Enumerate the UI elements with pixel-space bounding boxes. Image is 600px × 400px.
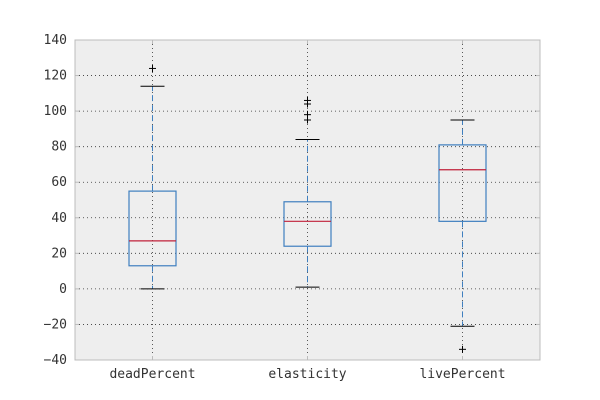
iqr-box xyxy=(438,144,487,222)
y-tick-label: −20 xyxy=(44,317,67,332)
box-deadPercent xyxy=(128,64,177,290)
x-tick-label: elasticity xyxy=(268,367,346,382)
y-tick-label: 0 xyxy=(59,282,67,297)
y-tick-label: 100 xyxy=(44,104,67,119)
y-tick-label: 40 xyxy=(51,211,67,226)
iqr-box xyxy=(128,190,177,267)
x-tick-label: livePercent xyxy=(419,367,505,382)
y-tick-label: 60 xyxy=(51,175,67,190)
y-tick-label: 140 xyxy=(44,33,67,48)
box-livePercent xyxy=(438,119,487,353)
y-tick-label: 20 xyxy=(51,246,67,261)
y-tick-label: 120 xyxy=(44,69,67,84)
x-tick-label: deadPercent xyxy=(109,367,195,382)
iqr-box xyxy=(283,201,332,247)
box-elasticity xyxy=(283,96,332,288)
boxes xyxy=(128,64,487,353)
tick-labels: −40 −20 0 20 40 60 80 100 120 140 deadPercent elast… xyxy=(44,33,540,382)
y-tick-label: −40 xyxy=(44,353,67,368)
y-tick-label: 80 xyxy=(51,140,67,155)
